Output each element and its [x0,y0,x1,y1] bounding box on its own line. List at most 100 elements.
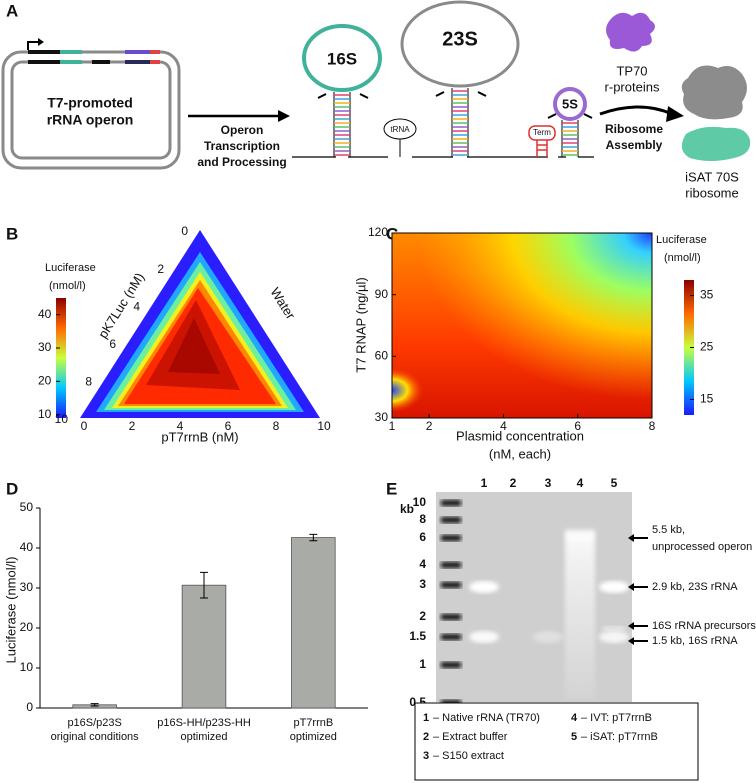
operon-label: T7-promoted [47,95,133,111]
ribosome-label: ribosome [685,185,738,200]
arrowhead [278,110,290,122]
assembly-arrow [599,105,673,116]
small-subunit [681,126,751,161]
bottom-tick-label: 2 [129,419,136,433]
process-label: Operon [221,123,264,137]
r-proteins-icon [606,12,655,52]
assembly-label: Ribosome [605,122,663,136]
ladder-label: 3 [419,577,426,591]
colorbar-title: (nmol/l) [664,252,701,264]
bottom-tick-label: 6 [225,419,232,433]
legend-text: – S150 extract [433,750,504,762]
rrna-label: 16S [327,49,357,68]
bottom-tick-label: 8 [273,419,280,433]
lane-label: 2 [510,476,517,490]
panel-label: B [6,224,18,243]
y-tick-label: 40 [20,540,34,554]
legend-text: – IVT: pT7rrnB [581,712,652,724]
ladder-label: 4 [419,557,426,571]
lane-label: 4 [577,476,584,490]
ladder-band [441,517,461,523]
panel-label: A [6,1,18,20]
x-tick-label: pT7rrnB [293,717,333,729]
colorbar-tick-label: 10 [38,407,52,421]
error-bar [90,703,99,707]
bottom-tick-label: 4 [177,419,184,433]
y-tick-label: 10 [20,660,34,674]
terminator [528,125,556,141]
colorbar-tick-label: 30 [38,340,52,354]
term-label: Term [533,128,551,137]
gel-band [599,631,629,643]
left-tick-label: 2 [157,262,164,276]
x-tick-label: 6 [574,419,581,433]
ladder-band [441,500,461,506]
x-tick-label: 4 [500,419,507,433]
ladder-band [441,562,461,568]
x-tick-label: p16S-HH/p23S-HH [157,717,251,729]
promoter-arrow [27,41,40,50]
x-tick-label: optimized [180,731,227,743]
process-label: Transcription [204,139,280,153]
y-tick-label: 120 [368,225,388,239]
y-tick-label: 30 [375,410,389,424]
arrowhead [628,534,634,542]
ladder-label: 2 [419,609,426,623]
trna-label: tRNA [390,125,410,134]
panel-b: B Luciferase (nmol/l) pK7Luc (nM) Water … [6,224,331,444]
x-tick-label: optimized [290,731,337,743]
legend-number: 2 [423,731,429,743]
legend-number: 3 [423,750,429,762]
legend-text: – Extract buffer [433,731,508,743]
left-tick-label: 8 [85,375,92,389]
colorbar [56,298,66,418]
annotation: 5.5 kb, [652,524,685,536]
gel-band [603,626,625,631]
gel-band [533,631,563,643]
bar [291,537,336,709]
panel-label: E [386,479,397,498]
operon-genes [28,50,160,64]
y-tick-label: 60 [375,349,389,363]
gel-smear [565,530,595,698]
terminator-stem [536,140,548,157]
ladder-band [441,662,461,668]
legend-number: 4 [571,712,578,724]
ladder-band [441,535,461,541]
x-tick-label: p16S/p23S [67,717,121,729]
x-tick-label: original conditions [51,731,140,743]
arrowhead [666,106,684,122]
annotation: 16S rRNA precursors [652,620,756,632]
promoter-arrowhead [38,38,44,46]
gel-band [469,581,499,593]
ladder-label: 10 [413,495,427,509]
annotation: 2.9 kb, 23S rRNA [652,581,738,593]
ladder-band [441,634,461,640]
panel-c: C T7 RNAP (ng/µl) Plasmid concentration … [353,224,713,461]
x-tick-label: 8 [649,419,656,433]
bottom-tick-label: 0 [81,419,88,433]
lane-label: 1 [481,476,488,490]
annotation: unprocessed operon [652,541,752,553]
bottom-tick-label: 10 [317,419,331,433]
loop-23s [400,0,520,88]
kb-label: kb [400,502,414,516]
proteins-label: r-proteins [605,79,660,94]
process-label: and Processing [197,155,286,169]
axis-label: pT7rrnB (nM) [161,429,238,444]
legend-number: 5 [571,731,577,743]
ladder-label: 6 [419,530,426,544]
colorbar-tick-label: 40 [38,307,52,321]
ladder-label: 1 [419,657,426,671]
proteins-label: TP70 [616,63,647,78]
rrna-label: 23S [442,28,478,50]
y-tick-label: 0 [26,700,33,714]
gel-band [565,535,595,541]
error-bar [309,533,318,542]
left-tick-label: 4 [133,299,140,313]
legend-text: – Native rRNA (TR70) [433,712,540,724]
heatmap [392,233,652,418]
legend-box [414,702,699,781]
